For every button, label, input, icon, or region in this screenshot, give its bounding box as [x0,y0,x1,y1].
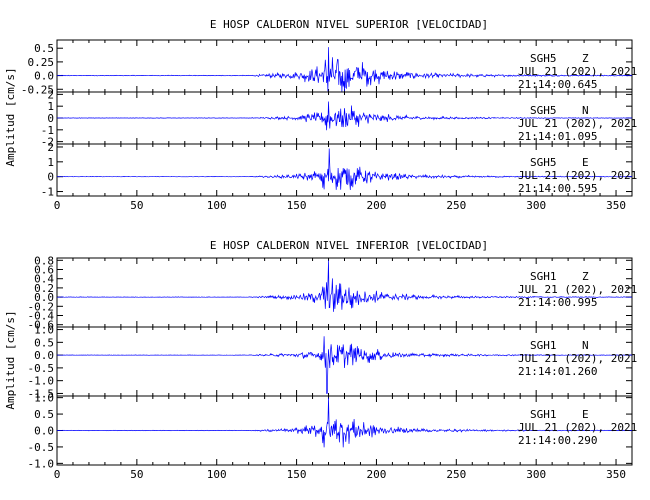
x-tick-label: 150 [287,468,307,481]
y-axis-label: Amplitud [cm/s] [4,67,17,166]
y-tick-label: -1.0 [28,457,55,470]
x-tick-label: 300 [526,199,546,212]
y-tick-label: -0.2 [28,300,55,313]
waveform-sgh1-e [56,397,633,448]
component-label: E [582,156,589,169]
station-label: SGH1 [530,270,557,283]
x-tick-label: 350 [606,468,626,481]
record-date: JUL 21 (202), 2021 [518,117,637,130]
y-tick-label: 0 [47,112,54,125]
x-tick-label: 250 [446,468,466,481]
chart-title: E HOSP CALDERON NIVEL SUPERIOR [VELOCIDA… [210,18,488,31]
station-label: SGH5 [530,52,557,65]
record-time: 21:14:00.290 [518,434,597,447]
record-date: JUL 21 (202), 2021 [518,65,637,78]
y-tick-label: -1 [41,124,54,137]
y-axis-label: Amplitud [cm/s] [4,310,17,409]
station-label: SGH1 [530,339,557,352]
waveform-sgh1-n [57,336,633,394]
y-tick-label: 0.5 [34,42,54,55]
record-date: JUL 21 (202), 2021 [518,283,637,296]
y-tick-label: 1 [47,100,54,113]
record-date: JUL 21 (202), 2021 [518,169,637,182]
y-tick-label: 0.5 [34,408,54,421]
component-label: E [582,408,589,421]
station-label: SGH5 [530,156,557,169]
y-tick-label: 0.0 [34,349,54,362]
y-tick-label: 0.5 [34,336,54,349]
y-tick-label: -0.5 [28,441,55,454]
x-tick-label: 0 [54,199,61,212]
y-tick-label: -1 [41,186,54,199]
component-label: Z [582,270,589,283]
station-label: SGH5 [530,104,557,117]
x-tick-label: 50 [130,199,143,212]
x-tick-label: 300 [526,468,546,481]
y-tick-label: 0.0 [34,291,54,304]
record-date: JUL 21 (202), 2021 [518,421,637,434]
y-tick-label: -1.0 [28,375,55,388]
y-tick-label: -2 [41,136,54,149]
y-tick-label: 0.0 [34,425,54,438]
waveform-sgh5-z [56,47,633,93]
y-tick-label: -0.5 [28,362,55,375]
x-tick-label: 150 [287,199,307,212]
y-tick-label: -0.25 [21,83,54,96]
record-time: 21:14:00.595 [518,182,597,195]
record-time: 21:14:01.095 [518,130,597,143]
y-tick-label: 1 [47,156,54,169]
y-tick-label: 2 [47,141,54,154]
x-tick-label: 200 [367,199,387,212]
x-tick-label: 100 [207,199,227,212]
record-time: 21:14:00.645 [518,78,597,91]
y-tick-label: 2 [47,88,54,101]
waveform-sgh5-e [57,148,633,191]
x-tick-label: 100 [207,468,227,481]
component-label: N [582,104,589,117]
y-tick-label: 0.6 [34,264,54,277]
record-date: JUL 21 (202), 2021 [518,352,637,365]
y-tick-label: -0.4 [28,310,55,323]
y-tick-label: -0.6 [28,319,55,332]
x-tick-label: 200 [367,468,387,481]
x-tick-label: 0 [54,468,61,481]
waveform-sgh1-z [56,260,633,312]
y-tick-label: -1.5 [28,387,55,400]
x-tick-label: 250 [446,199,466,212]
y-tick-label: 0.0 [34,70,54,83]
y-tick-label: 1.0 [34,392,54,405]
x-tick-label: 50 [130,468,143,481]
station-label: SGH1 [530,408,557,421]
y-tick-label: 0.8 [34,254,54,267]
y-tick-label: 0 [47,171,54,184]
component-label: Z [582,52,589,65]
y-tick-label: 1.0 [34,324,54,337]
chart-title: E HOSP CALDERON NIVEL INFERIOR [VELOCIDA… [210,239,488,252]
y-tick-label: 0.2 [34,282,54,295]
component-label: N [582,339,589,352]
y-tick-label: 0.25 [28,56,55,69]
waveform-sgh5-n [56,101,633,131]
record-time: 21:14:00.995 [518,296,597,309]
x-tick-label: 350 [606,199,626,212]
record-time: 21:14:01.260 [518,365,597,378]
y-tick-label: 0.4 [34,273,54,286]
